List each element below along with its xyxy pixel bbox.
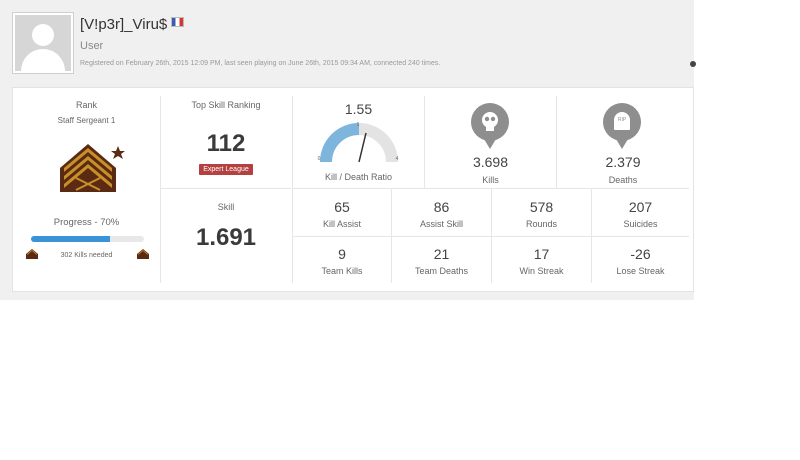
grid-value: 65 (334, 199, 350, 215)
grid-value: 86 (433, 199, 450, 215)
grid-label: Suicides (623, 219, 658, 229)
grid-label: Win Streak (519, 266, 564, 276)
user-role: User (80, 40, 104, 52)
grid-label: Lose Streak (616, 266, 665, 276)
progress-fill (31, 236, 111, 242)
bullet-icon (690, 61, 696, 67)
grid-value: 9 (338, 246, 346, 262)
gauge-needle (358, 132, 367, 163)
kdr-label: Kill / Death Ratio (324, 172, 393, 182)
france-flag-icon (171, 17, 185, 27)
grid-value: -26 (630, 246, 651, 262)
top-skill-heading: Top Skill Ranking (191, 100, 261, 110)
top-skill-value: 112 (206, 130, 246, 157)
grid-value: 21 (433, 246, 450, 262)
grid-label: Kill Assist (322, 219, 361, 229)
current-rank-icon (26, 249, 38, 259)
stats-card: Rank Staff Sergeant 1 Progress - 70% 302… (12, 87, 694, 292)
profile-panel: [V!p3r]_Viru$ User Registered on Februar… (0, 0, 696, 300)
registration-info: Registered on February 26th, 2015 12:09 … (80, 60, 441, 67)
grid-label: Team Kills (321, 266, 363, 276)
league-badge: Expert League (199, 164, 253, 175)
username-row: [V!p3r]_Viru$ (80, 16, 185, 33)
grid-label: Team Deaths (414, 266, 469, 276)
skill-heading: Skill (217, 202, 235, 212)
rank-heading: Rank (75, 100, 97, 110)
grid-label: Rounds (525, 219, 558, 229)
gauge-max: 4 (395, 156, 399, 162)
username: [V!p3r]_Viru$ (80, 16, 168, 33)
progress-label: Progress - 70% (53, 217, 120, 228)
deaths-value: 2.379 (605, 154, 641, 170)
grid-label: Assist Skill (419, 219, 463, 229)
next-rank-icon (137, 249, 149, 259)
gauge-min: 0 (317, 156, 321, 162)
kills-label: Kills (482, 175, 499, 185)
default-user-icon (15, 15, 71, 71)
tombstone-rip-icon: RIP (603, 103, 641, 149)
skill-value: 1.691 (195, 224, 257, 251)
staff-sergeant-insignia-icon (60, 144, 125, 192)
gauge-mid: 1 (356, 122, 360, 128)
deaths-label: Deaths (608, 175, 638, 185)
avatar[interactable] (12, 12, 74, 74)
rank-progress-bar (31, 236, 144, 242)
kdr-value: 1.55 (344, 101, 373, 117)
kills-needed: 302 Kills needed (60, 252, 113, 259)
grid-value: 17 (533, 246, 550, 262)
rank-name: Staff Sergeant 1 (57, 116, 116, 125)
kills-value: 3.698 (472, 154, 509, 170)
rip-text: RIP (617, 117, 627, 123)
kdr-gauge (320, 123, 398, 163)
skull-icon (471, 103, 509, 149)
grid-value: 207 (628, 199, 653, 215)
grid-value: 578 (529, 199, 554, 215)
